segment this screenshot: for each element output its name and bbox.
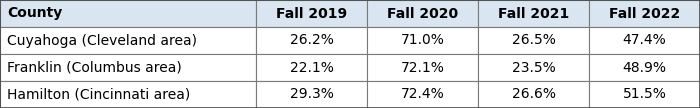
Bar [368, 81, 478, 108]
Bar [368, 27, 478, 54]
Bar [0, 0, 256, 27]
Bar [478, 27, 589, 54]
Bar [368, 54, 478, 81]
Text: Franklin (Columbus area): Franklin (Columbus area) [7, 60, 182, 75]
Bar [589, 54, 700, 81]
Text: 71.0%: 71.0% [400, 33, 444, 48]
Bar [589, 81, 700, 108]
Bar [256, 0, 368, 27]
Bar [256, 27, 368, 54]
Bar [0, 54, 256, 81]
Text: Hamilton (Cincinnati area): Hamilton (Cincinnati area) [7, 87, 190, 102]
Text: County: County [7, 6, 62, 21]
Text: Fall 2021: Fall 2021 [498, 6, 569, 21]
Bar [589, 0, 700, 27]
Bar [256, 54, 368, 81]
Text: 29.3%: 29.3% [290, 87, 334, 102]
Text: 23.5%: 23.5% [512, 60, 556, 75]
Text: Fall 2019: Fall 2019 [276, 6, 347, 21]
Text: 47.4%: 47.4% [623, 33, 666, 48]
Text: 22.1%: 22.1% [290, 60, 334, 75]
Text: 72.1%: 72.1% [400, 60, 444, 75]
Bar [0, 81, 256, 108]
Bar [589, 27, 700, 54]
Text: 26.5%: 26.5% [512, 33, 556, 48]
Text: 51.5%: 51.5% [622, 87, 666, 102]
Text: 72.4%: 72.4% [401, 87, 444, 102]
Bar [256, 81, 368, 108]
Text: Fall 2020: Fall 2020 [387, 6, 458, 21]
Bar [478, 0, 589, 27]
Text: 26.6%: 26.6% [512, 87, 556, 102]
Text: Fall 2022: Fall 2022 [609, 6, 680, 21]
Text: Cuyahoga (Cleveland area): Cuyahoga (Cleveland area) [7, 33, 197, 48]
Bar [368, 0, 478, 27]
Text: 48.9%: 48.9% [622, 60, 666, 75]
Bar [0, 27, 256, 54]
Bar [478, 81, 589, 108]
Text: 26.2%: 26.2% [290, 33, 334, 48]
Bar [478, 54, 589, 81]
